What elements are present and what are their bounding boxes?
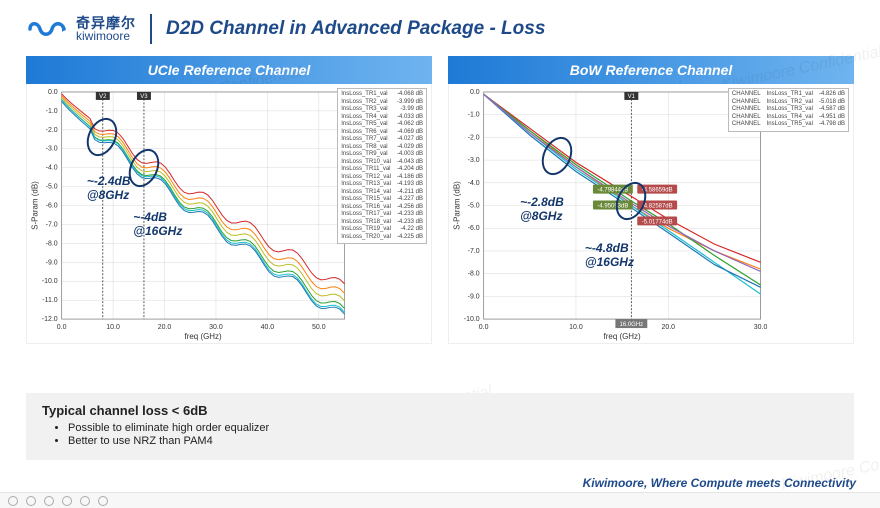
svg-text:-4.82587dB: -4.82587dB xyxy=(642,204,673,210)
chart-bow-title: BoW Reference Channel xyxy=(448,56,854,84)
svg-text:20.0: 20.0 xyxy=(661,324,675,331)
svg-text:0.0: 0.0 xyxy=(48,89,58,96)
summary-bullet: Better to use NRZ than PAM4 xyxy=(68,435,838,447)
svg-text:-4.79844dB: -4.79844dB xyxy=(597,188,628,194)
svg-text:-9.0: -9.0 xyxy=(468,293,480,300)
svg-text:10.0: 10.0 xyxy=(569,324,583,331)
svg-text:-5.01774dB: -5.01774dB xyxy=(642,219,673,225)
chart-bow-plot: 0.0 10.0 20.0 30.0 -10.0 -9.0 -8.0 -7.0 -6.0 -5.0… xyxy=(448,84,854,344)
svg-text:-8.0: -8.0 xyxy=(46,240,58,247)
svg-text:-2.0: -2.0 xyxy=(468,134,480,141)
svg-text:10.0: 10.0 xyxy=(106,324,120,331)
svg-text:0.0: 0.0 xyxy=(470,89,480,96)
svg-text:S-Param (dB): S-Param (dB) xyxy=(31,181,40,230)
svg-text:-5.0: -5.0 xyxy=(468,203,480,210)
control-play-icon[interactable] xyxy=(44,496,54,506)
page-title: D2D Channel in Advanced Package - Loss xyxy=(166,18,545,40)
svg-text:40.0: 40.0 xyxy=(261,324,275,331)
svg-text:30.0: 30.0 xyxy=(209,324,223,331)
slide: Kiwimoore ConfidentialKiwimoore Confiden… xyxy=(0,0,880,508)
summary-box: Typical channel loss < 6dB Possible to e… xyxy=(26,393,854,460)
charts-row: UCIe Reference Channel 0.0 10.0 20.0 30.0 40… xyxy=(0,52,880,344)
svg-text:-4.0: -4.0 xyxy=(46,165,58,172)
logo-text-cn: 奇异摩尔 xyxy=(76,16,136,30)
svg-text:-9.0: -9.0 xyxy=(46,259,58,266)
svg-text:freq (GHz): freq (GHz) xyxy=(185,332,222,341)
legend: CHANNELInsLoss_TR1_val-4.826 dBCHANNELIn… xyxy=(728,88,849,132)
svg-text:-7.0: -7.0 xyxy=(46,221,58,228)
chart-ucie-plot: 0.0 10.0 20.0 30.0 40.0 50.0 -12.0 -11.0 -10.0 -9… xyxy=(26,84,432,344)
svg-text:16.0GHz: 16.0GHz xyxy=(620,322,644,328)
svg-text:freq (GHz): freq (GHz) xyxy=(604,332,641,341)
logo: 奇异摩尔 kiwimoore xyxy=(28,16,136,42)
footer-text: Kiwimoore, Where Compute meets Connectiv… xyxy=(583,476,856,490)
svg-text:0.0: 0.0 xyxy=(479,324,489,331)
chart-ucie-title: UCIe Reference Channel xyxy=(26,56,432,84)
svg-text:V2: V2 xyxy=(99,94,107,100)
svg-text:0.0: 0.0 xyxy=(57,324,67,331)
svg-text:30.0: 30.0 xyxy=(754,324,768,331)
control-more-icon[interactable] xyxy=(62,496,72,506)
svg-text:-10.0: -10.0 xyxy=(464,316,480,323)
svg-text:-4.58659dB: -4.58659dB xyxy=(642,188,673,194)
chart-ucie: UCIe Reference Channel 0.0 10.0 20.0 30.0 40… xyxy=(26,56,432,344)
svg-text:-2.0: -2.0 xyxy=(46,127,58,134)
svg-text:50.0: 50.0 xyxy=(312,324,326,331)
logo-icon xyxy=(28,18,68,40)
svg-text:-10.0: -10.0 xyxy=(42,278,58,285)
svg-text:V1: V1 xyxy=(628,94,636,100)
logo-text-en: kiwimoore xyxy=(76,30,136,42)
svg-text:-4.95093dB: -4.95093dB xyxy=(597,204,628,210)
header-divider xyxy=(150,14,152,44)
svg-text:-1.0: -1.0 xyxy=(468,112,480,119)
svg-text:-11.0: -11.0 xyxy=(42,297,57,304)
control-bar[interactable] xyxy=(0,492,880,508)
header: 奇异摩尔 kiwimoore D2D Channel in Advanced P… xyxy=(0,0,880,52)
legend: InsLoss_TR1_val-4.068 dBInsLoss_TR2_val-… xyxy=(337,88,427,244)
control-more-icon[interactable] xyxy=(98,496,108,506)
svg-text:-3.0: -3.0 xyxy=(468,157,480,164)
svg-text:-4.0: -4.0 xyxy=(468,180,480,187)
svg-text:-6.0: -6.0 xyxy=(468,225,480,232)
svg-text:-1.0: -1.0 xyxy=(46,108,58,115)
svg-text:-6.0: -6.0 xyxy=(46,203,58,210)
svg-text:S-Param (dB): S-Param (dB) xyxy=(453,181,462,230)
svg-text:-8.0: -8.0 xyxy=(468,271,480,278)
chart-bow: BoW Reference Channel 0.0 10.0 20.0 30.0 -10… xyxy=(448,56,854,344)
summary-heading: Typical channel loss < 6dB xyxy=(42,403,838,418)
control-more-icon[interactable] xyxy=(80,496,90,506)
svg-text:-5.0: -5.0 xyxy=(46,184,58,191)
control-next-icon[interactable] xyxy=(26,496,36,506)
control-prev-icon[interactable] xyxy=(8,496,18,506)
svg-text:-7.0: -7.0 xyxy=(468,248,480,255)
svg-text:-3.0: -3.0 xyxy=(46,146,58,153)
svg-text:V3: V3 xyxy=(140,94,148,100)
summary-list: Possible to eliminate high order equaliz… xyxy=(68,422,838,447)
svg-text:20.0: 20.0 xyxy=(158,324,172,331)
svg-text:-12.0: -12.0 xyxy=(42,316,58,323)
summary-bullet: Possible to eliminate high order equaliz… xyxy=(68,422,838,434)
